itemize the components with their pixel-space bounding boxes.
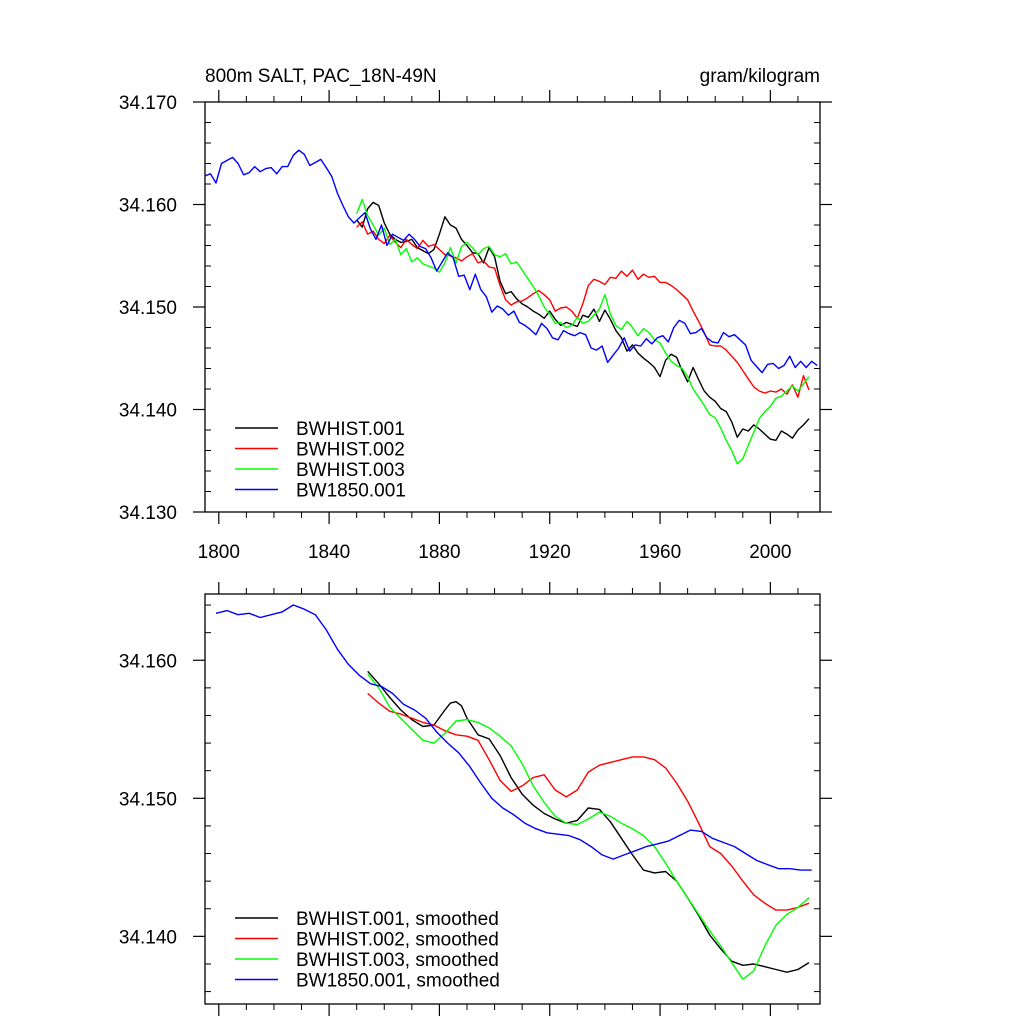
y-tick-label: 34.170 xyxy=(119,93,177,114)
series-line-4 xyxy=(215,604,812,871)
series-line-3 xyxy=(356,198,810,465)
legend-label: BWHIST.001 xyxy=(296,419,405,440)
series-line-2 xyxy=(367,692,810,911)
top-chart-units: gram/kilogram xyxy=(700,66,820,87)
x-tick-label: 1840 xyxy=(308,542,350,563)
top-series xyxy=(204,149,818,465)
series-line-2 xyxy=(356,221,810,398)
series-line-1 xyxy=(367,670,810,973)
top-chart-title: 800m SALT, PAC_18N-49N xyxy=(205,66,437,87)
bottom-series xyxy=(215,604,812,980)
x-tick-label: 1920 xyxy=(529,542,571,563)
y-tick-label: 34.150 xyxy=(119,298,177,319)
top-axes: 1800 1840 1880 1920 1960 2000 34.130 34.140 34.1… xyxy=(119,90,832,563)
bottom-axes: 34.140 34.150 34.160 xyxy=(119,582,832,1016)
top-panel: 800m SALT, PAC_18N-49N gram/kilogram 180… xyxy=(119,66,832,563)
y-tick-label: 34.130 xyxy=(119,503,177,524)
y-tick-label: 34.160 xyxy=(119,196,177,217)
y-tick-label: 34.140 xyxy=(119,401,177,422)
legend-label: BW1850.001 xyxy=(296,481,406,502)
x-tick-label: 1800 xyxy=(198,542,240,563)
x-tick-label: 1880 xyxy=(418,542,460,563)
series-line-1 xyxy=(356,201,810,441)
y-tick-label: 34.160 xyxy=(119,651,177,672)
legend-label: BWHIST.003 xyxy=(296,460,405,481)
x-tick-label: 2000 xyxy=(749,542,791,563)
y-tick-label: 34.140 xyxy=(119,927,177,948)
legend-label: BWHIST.001, smoothed xyxy=(296,909,499,930)
series-line-4 xyxy=(204,149,818,374)
legend-label: BWHIST.002, smoothed xyxy=(296,930,499,951)
legend-label: BW1850.001, smoothed xyxy=(296,971,500,992)
legend-label: BWHIST.002 xyxy=(296,440,405,461)
plot-frame xyxy=(204,593,821,1005)
legend-label: BWHIST.003, smoothed xyxy=(296,950,499,971)
y-tick-label: 34.150 xyxy=(119,789,177,810)
x-tick-label: 1960 xyxy=(639,542,681,563)
